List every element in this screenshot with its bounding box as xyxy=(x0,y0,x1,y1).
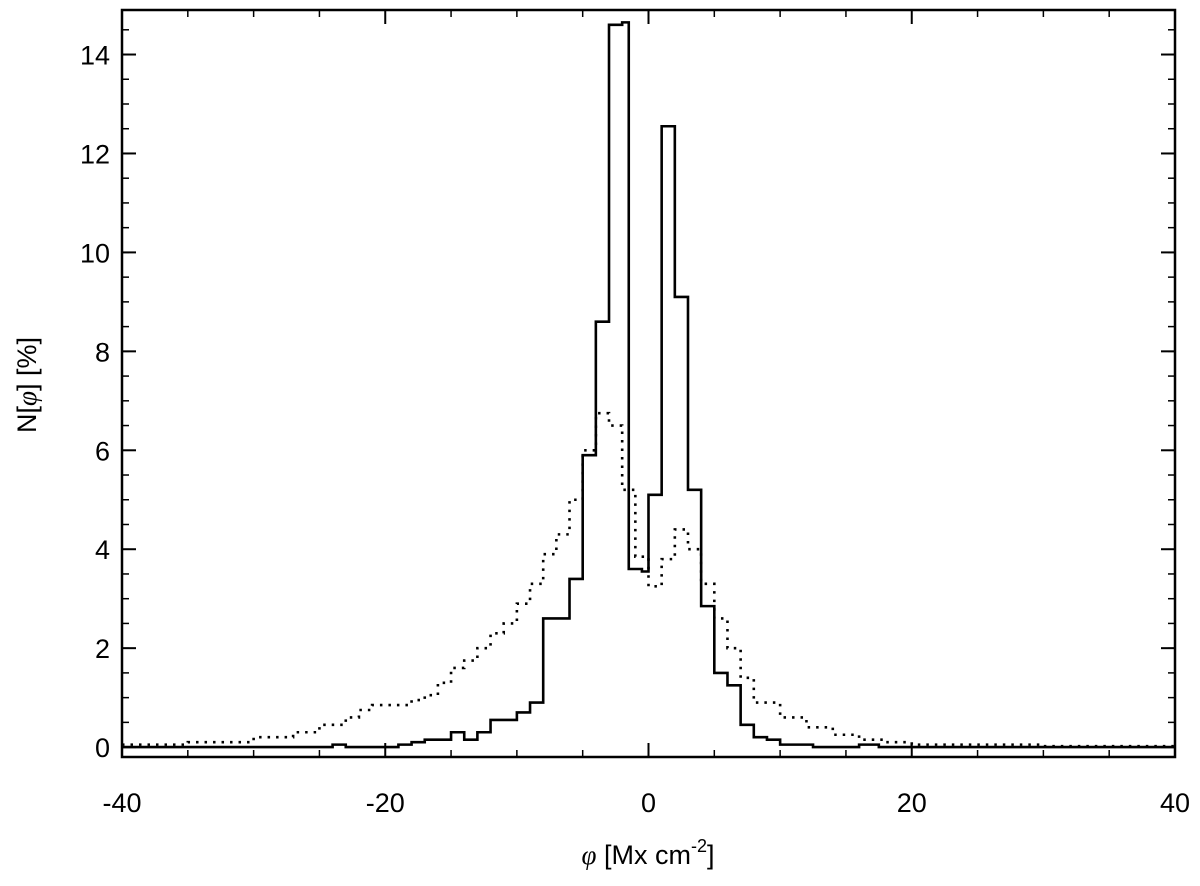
x-tick-label: 40 xyxy=(1160,788,1190,818)
y-tick-label: 14 xyxy=(80,41,110,71)
solid-histogram-series xyxy=(122,21,1175,749)
x-axis-label: φ [Mx cm-2] xyxy=(582,836,715,870)
x-tick-labels: -40 -20 0 20 40 xyxy=(102,788,1190,818)
x-tick-label: -20 xyxy=(366,788,405,818)
y-tick-label: 10 xyxy=(80,238,110,268)
x-tick-label: -40 xyxy=(102,788,141,818)
x-tick-label: 0 xyxy=(641,788,656,818)
plot-frame xyxy=(120,8,1177,759)
y-tick-label: 12 xyxy=(80,139,110,169)
dotted-histogram-series xyxy=(122,411,1175,748)
y-tick-labels: 0 2 4 6 8 10 12 14 xyxy=(80,41,110,764)
y-tick-label: 4 xyxy=(95,535,110,565)
y-axis-label: N[φ] [%] xyxy=(12,337,42,433)
y-tick-label: 8 xyxy=(95,337,110,367)
x-tick-label: 20 xyxy=(897,788,927,818)
y-tick-label: 0 xyxy=(95,733,110,763)
series-layer xyxy=(122,21,1175,749)
y-tick-label: 2 xyxy=(95,634,110,664)
y-tick-label: 6 xyxy=(95,436,110,466)
